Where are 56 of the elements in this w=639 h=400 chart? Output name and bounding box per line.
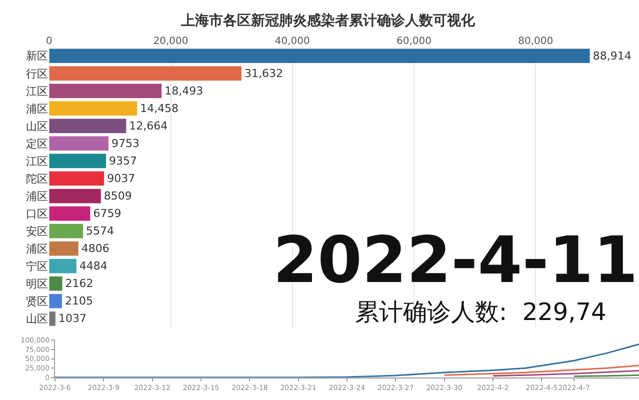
bar — [49, 311, 56, 326]
data-label: 1037 — [58, 312, 86, 326]
data-label: 88,914 — [592, 49, 632, 62]
annotation: 2022-4-11 — [273, 224, 638, 298]
bar — [49, 154, 106, 168]
x-tick-label: 60,000 — [396, 36, 432, 48]
y-tick-label: 宁区 — [26, 260, 48, 273]
y-tick-label: 浦区 — [26, 190, 48, 203]
y-tick-label: 山区 — [26, 120, 48, 133]
bar — [49, 171, 104, 186]
bar — [49, 118, 126, 134]
y-tick-label: 明区 — [26, 277, 48, 290]
x-tick-label: 40,000 — [274, 36, 310, 48]
bar — [49, 48, 590, 64]
line-series — [444, 364, 639, 376]
bar — [49, 84, 162, 98]
data-label: 6759 — [93, 207, 122, 220]
y-tick-label: 贤区 — [26, 294, 48, 308]
data-label: 8509 — [104, 190, 132, 203]
data-label: 5574 — [86, 224, 114, 238]
data-label: 2162 — [65, 277, 94, 290]
data-label: 9357 — [109, 154, 138, 168]
y-tick-label: 山区 — [26, 312, 48, 326]
y-tick-label: 定区 — [26, 137, 48, 150]
bar — [49, 276, 62, 291]
bar — [49, 66, 242, 81]
x-tick-label: 80,000 — [518, 36, 554, 48]
y-tick-label: 浦区 — [26, 102, 48, 116]
bar — [49, 101, 138, 116]
y-tick-label: 浦区 — [26, 242, 48, 256]
data-label: 18,493 — [164, 84, 204, 98]
y-tick-label: 江区 — [26, 84, 48, 98]
data-label: 4806 — [81, 242, 110, 256]
bar — [49, 224, 84, 238]
chart-title: 上海市各区新冠肺炎感染者累计确诊人数可视化 — [180, 12, 476, 29]
bar — [49, 294, 62, 308]
data-label: 9753 — [111, 136, 140, 150]
y-tick-label: 行区 — [26, 67, 48, 80]
bar — [49, 206, 90, 221]
bar — [49, 258, 76, 274]
data-label: 2105 — [64, 294, 93, 308]
y-tick-label: 新区 — [26, 50, 48, 63]
data-label: 12,664 — [129, 119, 168, 132]
data-label: 9037 — [107, 172, 136, 185]
bar — [49, 136, 108, 151]
data-label: 4484 — [79, 260, 108, 273]
data-label: 31,632 — [244, 66, 283, 80]
bar — [49, 188, 101, 204]
y-tick-label: 陀区 — [26, 172, 48, 186]
y-tick-label: 安区 — [26, 224, 48, 238]
y-tick-label: 口区 — [26, 207, 48, 220]
annotation: 累计确诊人数: 229,74 — [355, 298, 606, 326]
x-tick-label: 20,000 — [153, 36, 188, 48]
y-tick-label: 江区 — [26, 154, 48, 168]
bar — [49, 241, 78, 256]
data-label: 14,458 — [140, 102, 179, 115]
